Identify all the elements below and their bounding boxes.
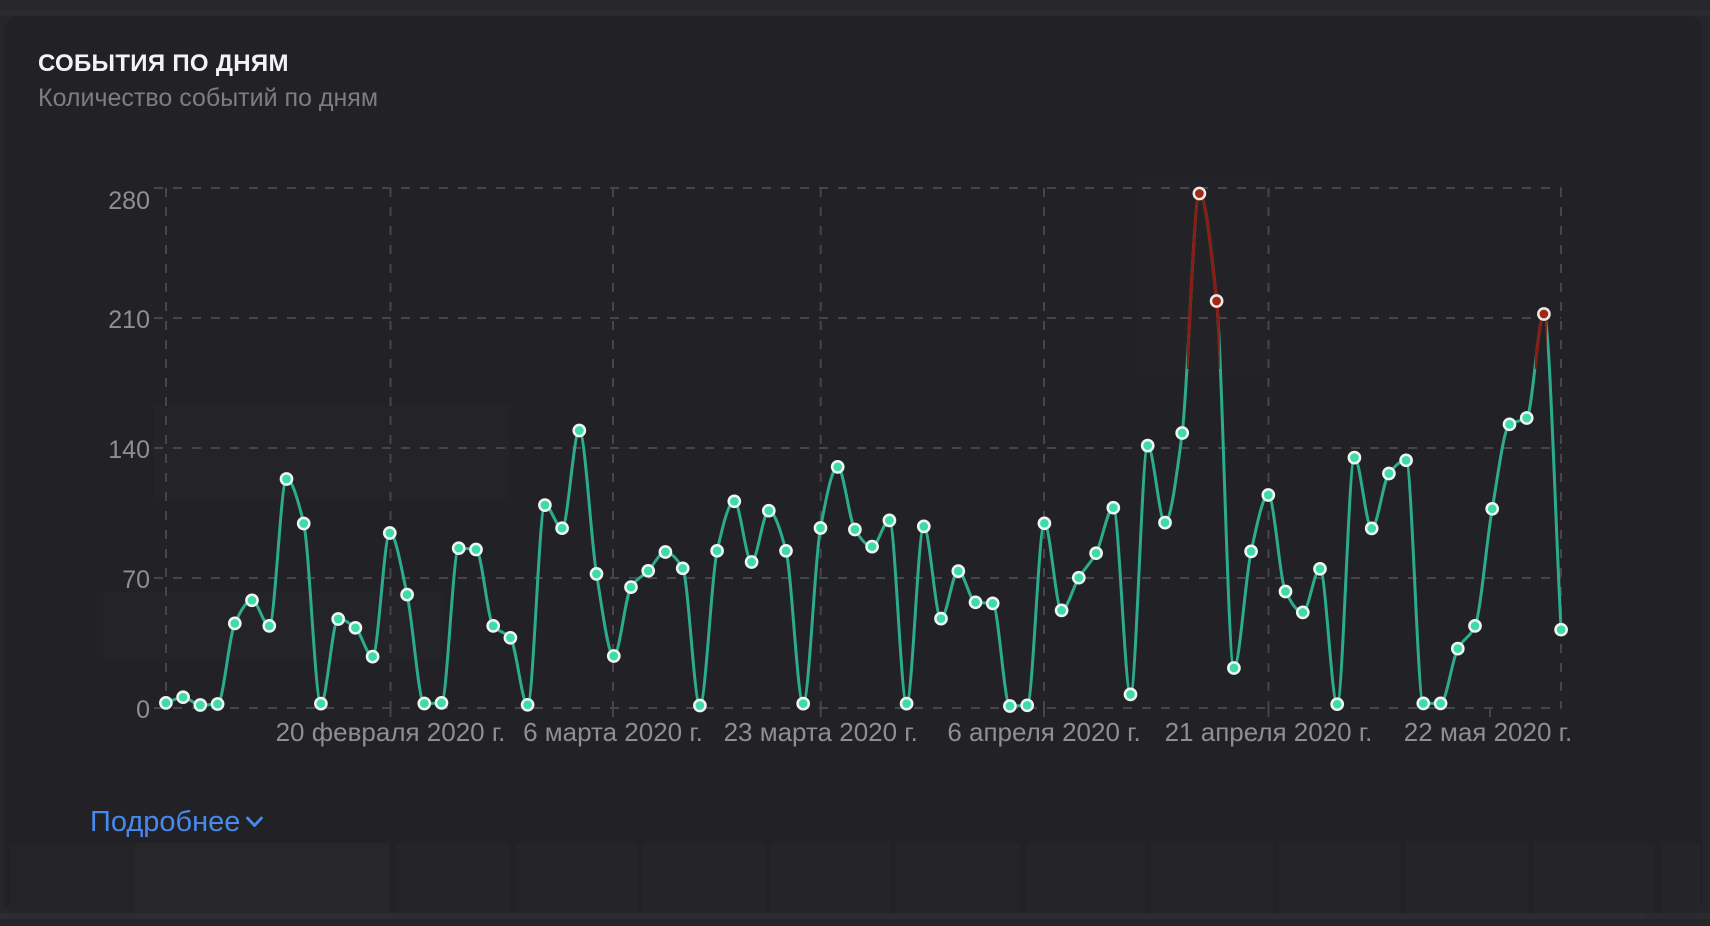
svg-text:280: 280 <box>108 187 150 215</box>
svg-text:23 марта 2020 г.: 23 марта 2020 г. <box>724 717 918 747</box>
svg-text:21 апреля 2020 г.: 21 апреля 2020 г. <box>1165 717 1373 747</box>
svg-text:Подробнее: Подробнее <box>90 806 240 838</box>
svg-text:6 марта 2020 г.: 6 марта 2020 г. <box>523 717 703 747</box>
svg-text:Количество событий по дням: Количество событий по дням <box>38 84 378 112</box>
svg-text:22 мая 2020 г.: 22 мая 2020 г. <box>1404 717 1572 747</box>
svg-text:0: 0 <box>136 696 150 724</box>
svg-text:140: 140 <box>108 436 150 464</box>
svg-text:6 апреля 2020 г.: 6 апреля 2020 г. <box>947 717 1140 747</box>
svg-text:210: 210 <box>108 306 150 334</box>
svg-text:20 февраля 2020 г.: 20 февраля 2020 г. <box>276 717 506 747</box>
svg-text:СОБЫТИЯ ПО ДНЯМ: СОБЫТИЯ ПО ДНЯМ <box>38 50 289 77</box>
svg-text:70: 70 <box>122 566 150 594</box>
